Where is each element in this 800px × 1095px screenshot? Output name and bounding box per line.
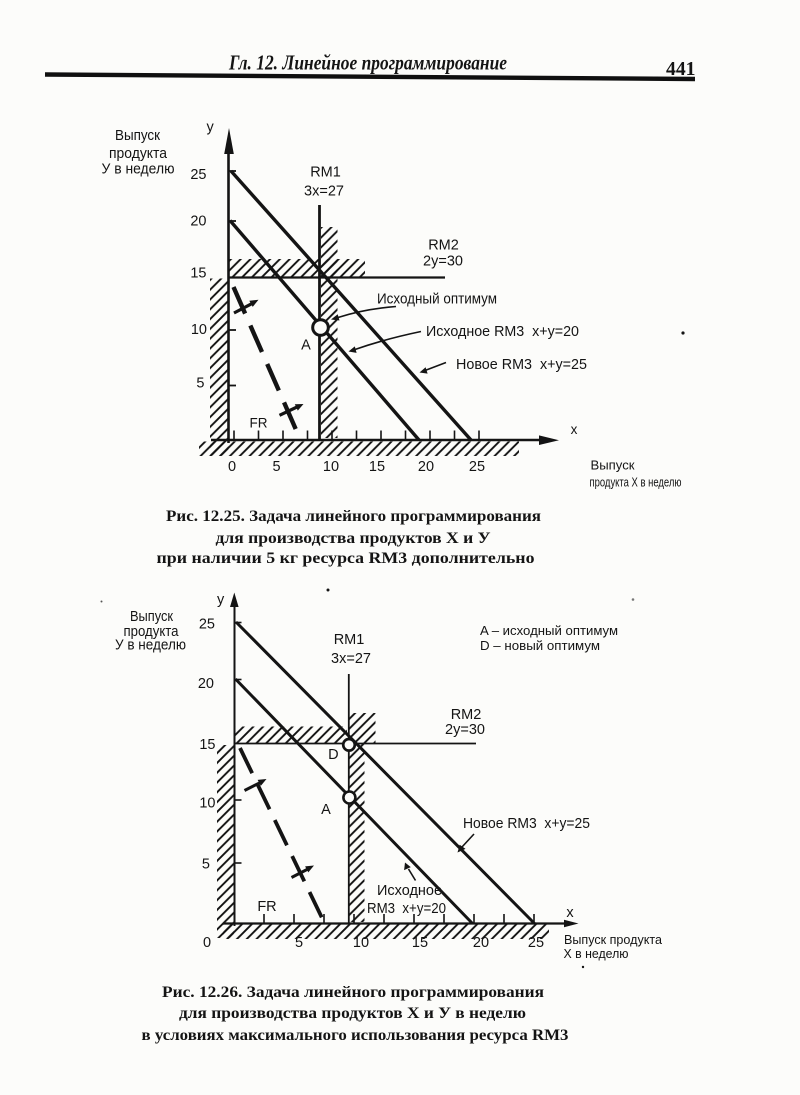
svg-text:20: 20	[473, 935, 489, 951]
svg-text:для производства продуктов X и: для производства продуктов X и У в недел…	[179, 1005, 526, 1022]
svg-text:У в неделю: У в неделю	[115, 638, 186, 654]
svg-text:Исходный оптимум: Исходный оптимум	[377, 292, 497, 308]
svg-text:D: D	[328, 747, 338, 763]
svg-text:y: y	[207, 120, 215, 136]
svg-text:Исходное: Исходное	[377, 883, 442, 899]
svg-text:продукта: продукта	[124, 624, 180, 640]
svg-text:FR: FR	[250, 416, 268, 431]
svg-text:У в неделю: У в неделю	[102, 162, 175, 178]
svg-text:10: 10	[191, 322, 207, 338]
svg-text:RM2: RM2	[451, 707, 482, 723]
svg-text:25: 25	[469, 459, 485, 475]
svg-text:Гл. 12. Линейное программирова: Гл. 12. Линейное программирование	[228, 51, 507, 75]
svg-text:3x=27: 3x=27	[331, 651, 371, 667]
svg-text:441: 441	[666, 58, 696, 80]
svg-text:15: 15	[190, 266, 206, 282]
svg-text:2y=30: 2y=30	[423, 254, 463, 270]
svg-text:RM1: RM1	[334, 632, 365, 648]
svg-text:RM3 x+y=20: RM3 x+y=20	[367, 901, 446, 917]
svg-text:Выпуск: Выпуск	[130, 609, 174, 625]
svg-text:Рис. 12.26. Задача линейного п: Рис. 12.26. Задача линейного программиро…	[162, 984, 544, 1001]
svg-text:при наличии 5 кг ресурса RM3 д: при наличии 5 кг ресурса RM3 дополнитель…	[157, 550, 535, 567]
svg-text:RM1: RM1	[310, 165, 341, 181]
svg-text:5: 5	[272, 459, 280, 475]
svg-text:15: 15	[199, 737, 215, 753]
svg-text:0: 0	[203, 935, 211, 951]
svg-text:в условиях максимального испол: в условиях максимального использования р…	[142, 1027, 569, 1044]
svg-text:Исходное RM3 x+y=20: Исходное RM3 x+y=20	[426, 324, 579, 340]
svg-text:15: 15	[369, 459, 385, 475]
svg-text:Рис. 12.25. Задача линейного п: Рис. 12.25. Задача линейного программиро…	[166, 508, 541, 525]
svg-text:для производства продуктов X и: для производства продуктов X и У	[216, 530, 491, 547]
svg-text:5: 5	[202, 857, 210, 873]
svg-text:10: 10	[199, 796, 215, 812]
svg-text:Выпуск продукта: Выпуск продукта	[564, 933, 662, 947]
svg-text:Выпуск: Выпуск	[115, 128, 161, 144]
svg-text:25: 25	[528, 935, 544, 951]
svg-text:X в неделю: X в неделю	[564, 947, 629, 961]
svg-text:RM2: RM2	[428, 238, 459, 254]
svg-text:2y=30: 2y=30	[445, 722, 485, 738]
svg-text:FR: FR	[257, 899, 276, 915]
svg-text:3x=27: 3x=27	[304, 184, 344, 200]
svg-text:25: 25	[199, 617, 215, 633]
svg-text:Новое RM3 x+y=25: Новое RM3 x+y=25	[456, 357, 587, 373]
svg-text:25: 25	[190, 167, 206, 183]
svg-text:y: y	[217, 592, 225, 608]
svg-text:продукта: продукта	[109, 146, 168, 162]
svg-text:10: 10	[323, 459, 339, 475]
svg-text:A – исходный оптимум: A – исходный оптимум	[480, 623, 618, 638]
svg-text:5: 5	[295, 935, 303, 951]
svg-text:x: x	[566, 905, 574, 921]
svg-text:20: 20	[418, 459, 434, 475]
svg-text:Выпуск: Выпуск	[591, 458, 635, 473]
svg-text:0: 0	[228, 459, 236, 475]
svg-text:10: 10	[353, 935, 369, 951]
svg-text:5: 5	[196, 376, 204, 392]
svg-text:x: x	[571, 422, 578, 437]
svg-text:A: A	[321, 802, 331, 818]
svg-text:15: 15	[412, 935, 428, 951]
svg-text:продукта X в неделю: продукта X в неделю	[590, 475, 682, 490]
svg-text:20: 20	[198, 676, 214, 692]
svg-text:A: A	[301, 338, 311, 354]
svg-text:Новое RM3 x+y=25: Новое RM3 x+y=25	[463, 816, 590, 832]
svg-text:20: 20	[190, 214, 206, 230]
svg-text:D – новый оптимум: D – новый оптимум	[480, 638, 600, 653]
